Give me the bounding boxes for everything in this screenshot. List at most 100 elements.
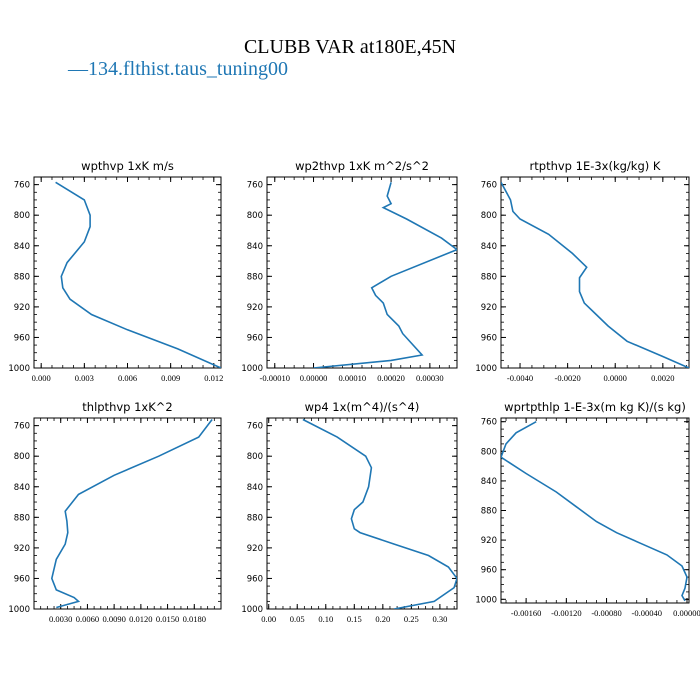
y-tick-label: 800: [481, 447, 497, 457]
panel-title: wpthvp 1xK m/s: [81, 159, 174, 173]
x-tick-label: 0.006: [118, 373, 137, 383]
y-tick-label: 960: [247, 574, 263, 584]
x-tick-label: -0.00160: [511, 608, 541, 618]
y-tick-label: 1000: [8, 364, 30, 374]
y-tick-label: 960: [481, 566, 497, 576]
y-tick-label: 760: [481, 181, 497, 191]
y-tick-label: 840: [14, 242, 30, 252]
panel-title: wp4 1x(m^4)/(s^4): [305, 400, 420, 414]
x-tick-label: 0.0030: [49, 614, 72, 624]
x-tick-label: 0.15: [347, 614, 362, 624]
y-tick-label: 760: [481, 418, 497, 428]
panel-title: rtpthvp 1E-3x(kg/kg) K: [530, 159, 661, 173]
x-tick-label: 0.00000: [673, 608, 700, 618]
y-tick-label: 880: [14, 272, 30, 282]
x-tick-label: 0.10: [318, 614, 333, 624]
y-tick-label: 880: [481, 507, 497, 517]
plot-frame: [266, 417, 458, 610]
x-tick-label: 0.00020: [377, 373, 405, 383]
y-tick-label: 840: [247, 483, 263, 493]
y-tick-label: 1000: [8, 605, 30, 615]
y-tick-label: 840: [481, 242, 497, 252]
y-tick-label: 800: [247, 452, 263, 462]
x-tick-label: -0.0040: [507, 373, 533, 383]
y-tick-label: 1000: [475, 364, 497, 374]
y-tick-label: 800: [481, 211, 497, 221]
legend-label: 134.flthist.taus_tuning00: [88, 58, 288, 80]
x-tick-label: 0.012: [204, 373, 223, 383]
series-line: [501, 420, 688, 602]
y-tick-label: 920: [481, 303, 497, 313]
x-tick-label: 0.000: [32, 373, 51, 383]
x-tick-label: 0.00030: [416, 373, 444, 383]
y-tick-label: 920: [14, 303, 30, 313]
x-tick-label: 0.0180: [183, 614, 206, 624]
x-tick-label: -0.00120: [551, 608, 581, 618]
y-tick-label: 960: [14, 574, 30, 584]
x-tick-label: -0.00040: [632, 608, 662, 618]
panel-5: wp4 1x(m^4)/(s^4)76080084088092096010000…: [241, 400, 458, 624]
x-tick-label: 0.009: [161, 373, 180, 383]
y-tick-label: 880: [14, 513, 30, 523]
y-tick-label: 1000: [475, 595, 497, 605]
panel-6: wprtpthlp 1-E-3x(m kg K)/(s kg) 760 800 840…: [475, 400, 700, 618]
x-tick-label: 0.30: [432, 614, 447, 624]
y-tick-label: 1000: [241, 364, 263, 374]
x-tick-label: 0.0090: [102, 614, 125, 624]
x-tick-label: 0.0120: [129, 614, 152, 624]
series-line: [50, 419, 213, 609]
y-tick-label: 960: [14, 333, 30, 343]
series-line: [501, 181, 689, 368]
x-tick-label: -0.0020: [555, 373, 581, 383]
series-line: [302, 418, 457, 609]
y-tick-label: 800: [247, 211, 263, 221]
y-tick-label: 760: [247, 422, 263, 432]
panel-4: thlpthvp 1xK^2 760 800 840 880 920 960 1000 0.00…: [8, 400, 222, 624]
y-tick-label: 840: [14, 483, 30, 493]
y-tick-label: 960: [481, 333, 497, 343]
panel-1: wpthvp 1xK m/s76080084088092096010000.00…: [8, 159, 223, 383]
plot-frame: [500, 417, 690, 604]
y-tick-label: 880: [247, 272, 263, 282]
x-tick-label: 0.00: [261, 614, 276, 624]
y-tick-label: 760: [14, 181, 30, 191]
main-title: CLUBB VAR at180E,45N: [243, 36, 457, 58]
y-tick-label: 920: [247, 544, 263, 554]
series-line: [313, 182, 457, 368]
x-tick-label: 0.00010: [338, 373, 366, 383]
x-tick-label: 0.0000: [604, 373, 627, 383]
x-tick-label: 0.25: [404, 614, 419, 624]
panel-3: rtpthvp 1E-3x(kg/kg) K 760 800 840 880 920 960…: [475, 159, 690, 383]
x-tick-label: 0.05: [290, 614, 305, 624]
y-tick-label: 800: [14, 452, 30, 462]
y-tick-label: 920: [481, 536, 497, 546]
series-line: [55, 181, 221, 368]
y-tick-label: 880: [481, 272, 497, 282]
x-tick-label: -0.00010: [260, 373, 290, 383]
plot-frame: [500, 176, 690, 369]
y-tick-label: 840: [247, 242, 263, 252]
y-tick-label: 880: [247, 513, 263, 523]
x-tick-label: 0.0020: [651, 373, 674, 383]
y-tick-label: 920: [14, 544, 30, 554]
legend-line-marker: —: [68, 58, 88, 80]
y-tick-label: 920: [247, 303, 263, 313]
x-tick-label: 0.0060: [76, 614, 99, 624]
x-tick-label: 0.003: [75, 373, 94, 383]
panel-title: wprtpthlp 1-E-3x(m kg K)/(s kg): [504, 400, 686, 414]
panel-title: thlpthvp 1xK^2: [82, 400, 172, 414]
y-tick-label: 1000: [241, 605, 263, 615]
plot-frame: [266, 176, 458, 369]
plot-frame: [33, 417, 222, 610]
y-tick-label: 960: [247, 333, 263, 343]
y-tick-label: 800: [14, 211, 30, 221]
x-tick-label: 0.20: [375, 614, 390, 624]
legend: —134.flthist.taus_tuning00: [68, 58, 288, 81]
x-tick-label: 0.0150: [156, 614, 179, 624]
x-tick-label: -0.00080: [591, 608, 621, 618]
panel-title: wp2thvp 1xK m^2/s^2: [295, 159, 429, 173]
y-tick-label: 760: [247, 181, 263, 191]
y-tick-label: 760: [14, 422, 30, 432]
